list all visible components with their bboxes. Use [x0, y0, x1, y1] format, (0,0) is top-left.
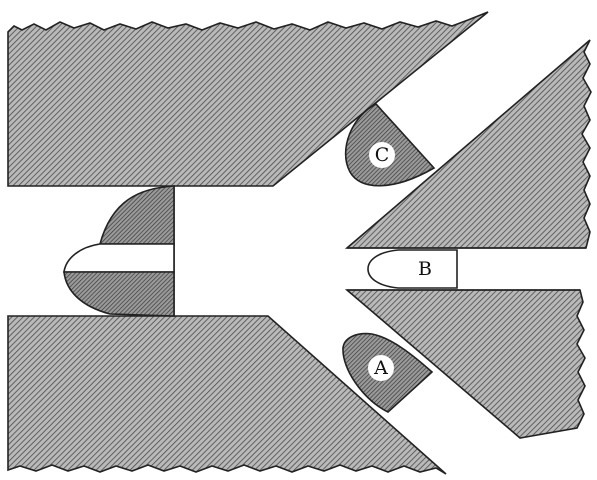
upper-left-block [7, 11, 489, 187]
label-c: C [375, 144, 390, 166]
lower-right-wedge [344, 289, 586, 439]
label-c-backdrop [369, 142, 395, 168]
label-a-backdrop [368, 355, 394, 381]
label-b: B [418, 258, 432, 280]
right-bullet-b [367, 249, 458, 289]
label-a: A [373, 357, 388, 379]
left-bullet-lower-cap [63, 271, 175, 317]
upper-right-wedge [344, 39, 592, 249]
lower-left-block [7, 315, 447, 475]
